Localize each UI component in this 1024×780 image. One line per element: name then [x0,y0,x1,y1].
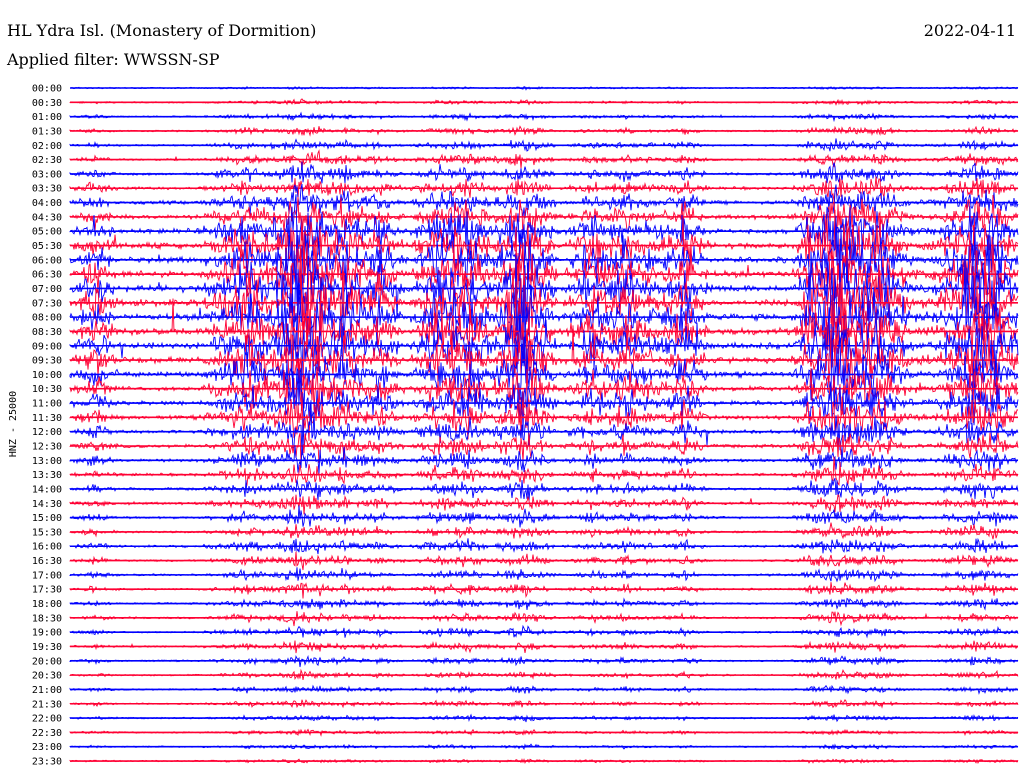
time-tick-label: 03:30 [32,184,62,195]
time-tick-label: 00:00 [32,84,62,95]
trace-row-0230 [69,149,1019,170]
time-tick-label: 21:30 [32,699,62,710]
time-tick-label: 09:30 [32,356,62,367]
time-tick-label: 03:00 [32,169,62,180]
time-tick-label: 08:00 [32,313,62,324]
trace-group [69,85,1019,765]
station-title: HL Ydra Isl. (Monastery of Dormition) [7,21,317,40]
time-tick-label: 10:00 [32,370,62,381]
time-tick-label: 05:00 [32,227,62,238]
time-tick-label: 06:30 [32,270,62,281]
time-tick-label: 09:00 [32,341,62,352]
time-tick-label: 13:00 [32,456,62,467]
time-tick-label: 01:30 [32,126,62,137]
time-tick-label: 01:00 [32,112,62,123]
time-tick-label: 14:00 [32,484,62,495]
trace-row-2000 [69,654,1019,668]
time-tick-label: 05:30 [32,241,62,252]
trace-row-0500 [69,194,1019,256]
time-tick-label: 16:00 [32,542,62,553]
trace-row-1730 [69,582,1019,599]
trace-row-0700 [69,244,1019,332]
time-tick-label: 07:30 [32,298,62,309]
time-tick-label: 12:30 [32,442,62,453]
time-tick-label: 20:30 [32,671,62,682]
time-tick-label: 00:30 [32,98,62,109]
trace-row-1530 [69,522,1018,540]
time-tick-label: 22:00 [32,714,62,725]
trace-row-0930 [69,321,1019,392]
time-tick-label: 11:30 [32,413,62,424]
time-tick-label: 18:30 [32,613,62,624]
trace-row-1500 [69,505,1019,528]
time-tick-label: 22:30 [32,728,62,739]
trace-row-0600 [69,215,1019,296]
time-tick-label: 17:00 [32,570,62,581]
time-tick-label: 15:30 [32,527,62,538]
time-tick-label: 02:00 [32,141,62,152]
time-tick-label: 06:00 [32,255,62,266]
date-label: 2022-04-11 [923,21,1016,40]
time-tick-label: 23:30 [32,757,62,768]
time-tick-label: 13:30 [32,470,62,481]
time-tick-label: 18:00 [32,599,62,610]
time-tick-label: 12:00 [32,427,62,438]
time-tick-label: 08:30 [32,327,62,338]
trace-row-1100 [69,369,1019,432]
channel-label: HNZ - 25000 [8,391,19,457]
time-tick-label: 23:00 [32,742,62,753]
trace-row-1330 [69,456,1019,487]
time-tick-label: 19:30 [32,642,62,653]
trace-row-1300 [69,444,1019,474]
trace-row-1830 [69,611,1019,627]
time-tick-label: 07:00 [32,284,62,295]
trace-row-1430 [69,494,1019,515]
time-tick-label: 15:00 [32,513,62,524]
time-tick-label: 04:00 [32,198,62,209]
trace-row-0800 [69,255,1019,362]
trace-row-1700 [69,567,1019,583]
trace-row-0900 [69,307,1019,384]
time-tick-label: 14:30 [32,499,62,510]
time-tick-label: 21:00 [32,685,62,696]
time-tick-group: 00:00 00:30 01:00 01:30 02:00 02:30 03:00 03:30… [32,84,62,768]
filter-label: Applied filter: WWSSN-SP [7,50,220,69]
time-tick-label: 10:30 [32,384,62,395]
time-tick-label: 16:30 [32,556,62,567]
time-tick-label: 19:00 [32,628,62,639]
time-tick-label: 02:30 [32,155,62,166]
time-tick-label: 11:00 [32,399,62,410]
trace-row-0130 [69,125,1019,137]
trace-row-0830 [69,294,1019,371]
time-tick-label: 20:00 [32,656,62,667]
trace-row-1400 [69,478,1019,502]
time-tick-label: 04:30 [32,212,62,223]
trace-row-1600 [69,537,1019,555]
trace-row-0630 [69,221,1019,309]
time-tick-label: 17:30 [32,585,62,596]
